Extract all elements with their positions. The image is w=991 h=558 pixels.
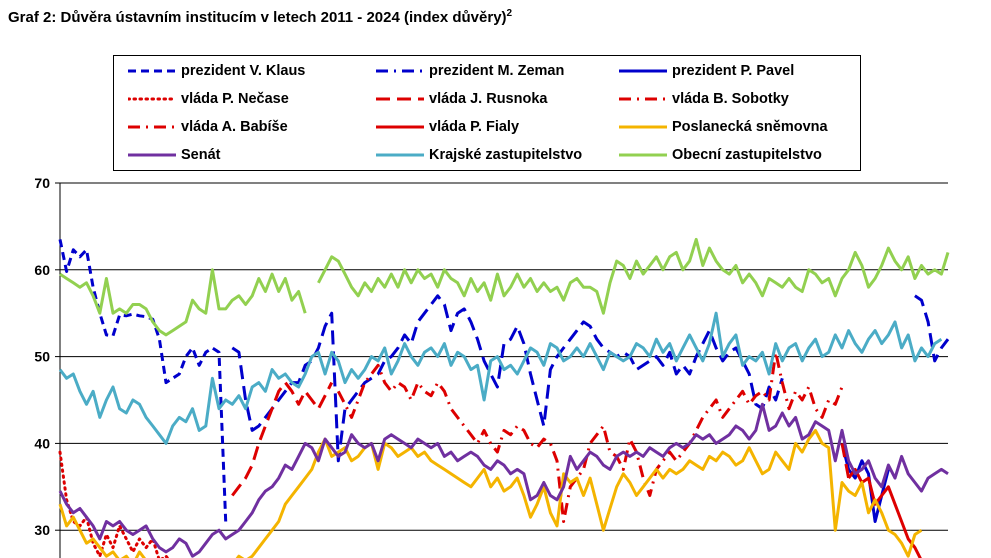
legend-item-krajske: Krajské zastupitelstvo (376, 143, 582, 167)
legend-swatch-zeman (376, 69, 424, 73)
legend-label-zeman: prezident M. Zeman (429, 63, 565, 79)
legend-swatch-klaus (128, 69, 176, 73)
series-line-sen-t (58, 402, 949, 558)
legend-item-klaus: prezident V. Klaus (128, 59, 305, 83)
chart-title-footnote: 2 (506, 8, 513, 19)
legend: prezident V. Klaus prezident M. Zeman pr… (113, 55, 861, 171)
y-tick-label: 40 (34, 435, 50, 451)
legend-swatch-sobotka (619, 97, 667, 101)
legend-item-obecni: Obecní zastupitelstvo (619, 143, 822, 167)
series-line-prezident-v-klaus (58, 239, 228, 522)
legend-label-rusnok: vláda J. Rusnoka (429, 91, 548, 107)
legend-item-senat: Senát (128, 143, 221, 167)
legend-swatch-senat (128, 153, 176, 157)
legend-item-rusnok: vláda J. Rusnoka (376, 87, 547, 111)
legend-swatch-necas (128, 97, 176, 101)
legend-item-snemovna: Poslanecká sněmovna (619, 115, 828, 139)
grid-lines (60, 182, 948, 531)
legend-label-sobotka: vláda B. Sobotky (672, 91, 789, 107)
legend-label-fiala: vláda P. Fialy (429, 119, 520, 135)
legend-swatch-krajske (376, 153, 424, 157)
legend-label-senat: Senát (181, 147, 221, 163)
chart-title: Graf 2: Důvěra ústavním institucím v let… (8, 8, 512, 26)
legend-label-necas: vláda P. Nečase (181, 91, 289, 107)
legend-label-snemovna: Poslanecká sněmovna (672, 119, 828, 135)
legend-label-pavel: prezident P. Pavel (672, 63, 795, 79)
legend-item-pavel: prezident P. Pavel (619, 59, 794, 83)
legend-item-fiala: vláda P. Fialy (376, 115, 519, 139)
series-line-prezident-m-zeman (231, 294, 784, 463)
legend-label-klaus: prezident V. Klaus (181, 63, 306, 79)
legend-swatch-fiala (376, 125, 424, 129)
y-tick-label: 50 (34, 349, 50, 365)
legend-swatch-babis (128, 125, 176, 129)
series-line-poslaneck-sn-movna (58, 428, 923, 558)
series-lines (58, 237, 950, 558)
legend-item-necas: vláda P. Nečase (128, 87, 289, 111)
y-tick-label: 30 (34, 522, 50, 538)
y-tick-label: 60 (34, 262, 50, 278)
legend-item-sobotka: vláda B. Sobotky (619, 87, 789, 111)
series-line-vl-da-b-sobotky (336, 350, 844, 523)
legend-item-babis: vláda A. Babíše (128, 115, 288, 139)
y-axis: 70 60 50 40 30 (34, 175, 61, 558)
series-line-krajsk-zastupitelstvo (58, 311, 943, 445)
chart-title-text: Graf 2: Důvěra ústavním institucím v let… (8, 9, 507, 26)
legend-swatch-pavel (619, 69, 667, 73)
series-line-vl-da-j-rusnoka (231, 381, 334, 497)
series-line-prezident-p-pavel (914, 294, 950, 363)
legend-swatch-snemovna (619, 125, 667, 129)
legend-item-zeman: prezident M. Zeman (376, 59, 564, 83)
y-tick-label: 70 (34, 175, 50, 191)
legend-label-babis: vláda A. Babíše (181, 119, 288, 135)
series-line-obecn-zastupitelstvo (59, 237, 950, 337)
legend-swatch-rusnok (376, 97, 424, 101)
legend-label-krajske: Krajské zastupitelstvo (429, 147, 583, 163)
legend-label-obecni: Obecní zastupitelstvo (672, 147, 822, 163)
legend-swatch-obecni (619, 153, 667, 157)
